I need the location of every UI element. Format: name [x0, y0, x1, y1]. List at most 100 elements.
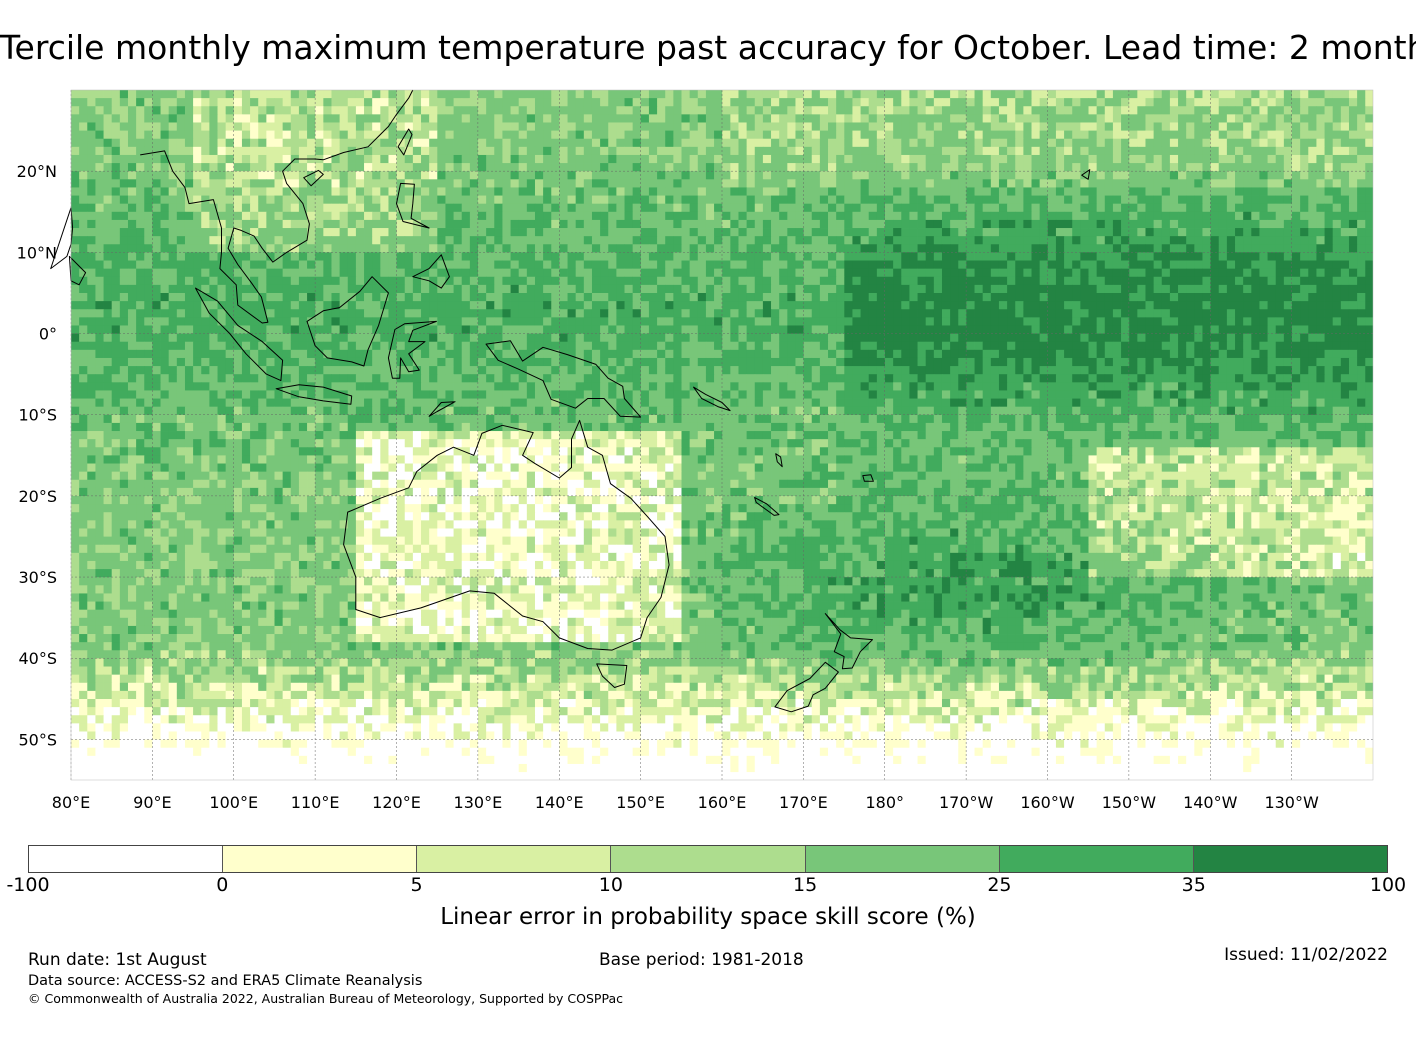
skill-cell: [1202, 195, 1211, 205]
skill-cell: [771, 163, 780, 172]
skill-cell: [250, 309, 259, 318]
skill-cell: [1088, 268, 1098, 278]
skill-cell: [746, 163, 756, 172]
skill-cell: [811, 293, 821, 302]
skill-cell: [909, 260, 918, 270]
skill-cell: [469, 293, 479, 302]
skill-cell: [1332, 163, 1342, 172]
skill-cell: [1332, 187, 1342, 196]
skill-cell: [429, 244, 438, 253]
skill-cell: [1259, 228, 1268, 237]
skill-cell: [933, 106, 943, 115]
skill-cell: [250, 325, 259, 334]
skill-cell: [1210, 252, 1220, 261]
skill-cell: [1145, 163, 1155, 172]
skill-cell: [478, 219, 487, 229]
skill-cell: [616, 90, 625, 99]
skill-cell: [103, 317, 113, 326]
skill-cell: [941, 90, 951, 99]
skill-cell: [168, 146, 178, 156]
skill-cell: [811, 114, 821, 123]
skill-cell: [1348, 317, 1358, 326]
skill-cell: [941, 252, 951, 261]
skill-cell: [648, 154, 658, 164]
skill-cell: [380, 138, 389, 148]
skill-cell: [730, 309, 739, 318]
skill-cell: [665, 244, 674, 253]
skill-cell: [714, 252, 723, 261]
skill-cell: [119, 106, 129, 115]
skill-cell: [1243, 130, 1252, 140]
skill-cell: [233, 211, 243, 221]
skill-cell: [787, 163, 796, 172]
skill-cell: [331, 171, 341, 180]
skill-cell: [1226, 317, 1236, 326]
skill-cell: [1251, 163, 1260, 172]
skill-cell: [567, 284, 577, 294]
skill-cell: [372, 106, 381, 115]
skill-cell: [1226, 163, 1236, 172]
skill-cell: [437, 325, 446, 334]
skill-cell: [600, 187, 609, 196]
skill-cell: [1072, 163, 1081, 172]
skill-cell: [673, 90, 682, 99]
skill-cell: [168, 179, 178, 188]
skill-cell: [966, 260, 975, 270]
skill-cell: [1202, 98, 1211, 107]
skill-cell: [453, 211, 463, 221]
skill-cell: [355, 122, 365, 131]
skill-cell: [933, 187, 943, 196]
skill-cell: [974, 195, 984, 205]
skill-cell: [364, 333, 373, 343]
skill-cell: [1145, 187, 1155, 196]
skill-cell: [1096, 179, 1106, 188]
skill-cell: [852, 179, 861, 188]
skill-cell: [966, 90, 975, 99]
skill-cell: [1357, 138, 1366, 148]
skill-cell: [119, 179, 129, 188]
skill-cell: [1267, 163, 1277, 172]
skill-cell: [1210, 260, 1220, 270]
skill-cell: [697, 301, 707, 310]
skill-cell: [510, 179, 520, 188]
skill-cell: [958, 317, 967, 326]
skill-cell: [1218, 195, 1228, 205]
skill-cell: [917, 154, 927, 164]
skill-cell: [941, 293, 951, 302]
skill-cell: [364, 228, 373, 237]
skill-cell: [754, 106, 764, 115]
skill-cell: [762, 187, 772, 196]
skill-cell: [1055, 163, 1065, 172]
skill-cell: [559, 106, 568, 115]
skill-cell: [421, 90, 430, 99]
skill-cell: [119, 244, 129, 253]
skill-cell: [1072, 252, 1081, 261]
skill-cell: [79, 179, 88, 188]
skill-cell: [1023, 195, 1032, 205]
skill-cell: [779, 325, 788, 334]
skill-cell: [893, 333, 902, 343]
skill-cell: [1064, 90, 1073, 99]
skill-cell: [600, 138, 609, 148]
skill-cell: [372, 293, 381, 302]
skill-cell: [1169, 163, 1179, 172]
skill-cell: [925, 309, 935, 318]
skill-cell: [1145, 114, 1155, 123]
skill-cell: [1080, 154, 1089, 164]
skill-cell: [339, 244, 349, 253]
skill-cell: [762, 276, 772, 286]
skill-cell: [551, 146, 560, 156]
skill-cell: [608, 187, 617, 196]
skill-cell: [697, 317, 707, 326]
skill-cell: [1365, 211, 1373, 221]
skill-cell: [1267, 203, 1277, 213]
skill-cell: [901, 146, 910, 156]
skill-cell: [1210, 219, 1220, 229]
skill-cell: [819, 114, 829, 123]
skill-cell: [315, 276, 324, 286]
skill-cell: [103, 228, 113, 237]
skill-cell: [1300, 130, 1309, 140]
skill-cell: [998, 203, 1008, 213]
skill-cell: [779, 146, 788, 156]
skill-cell: [193, 179, 202, 188]
